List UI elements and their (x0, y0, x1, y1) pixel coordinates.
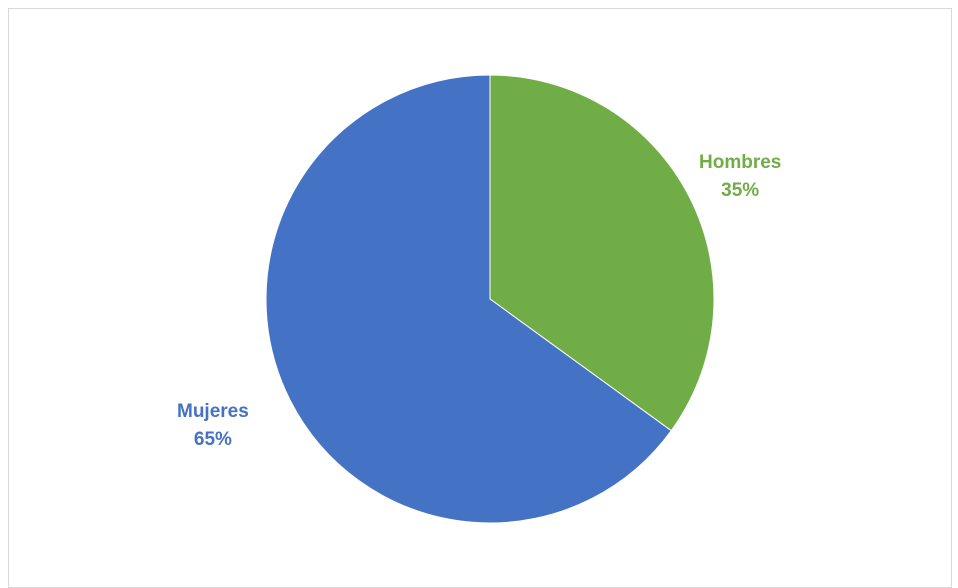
chart-area: Hombres 35% Mujeres 65% (8, 8, 952, 588)
data-label-hombres-category: Hombres (699, 152, 782, 173)
pie-slice-mujeres (265, 74, 672, 524)
data-label-mujeres-value: 65% (193, 429, 232, 450)
data-label-hombres-value: 35% (721, 180, 760, 201)
data-label-mujeres: Mujeres 65% (177, 398, 249, 454)
pie-slice-hombres (489, 74, 715, 432)
data-label-hombres: Hombres 35% (699, 149, 781, 205)
pie-chart (265, 74, 715, 524)
data-label-mujeres-category: Mujeres (177, 401, 249, 422)
